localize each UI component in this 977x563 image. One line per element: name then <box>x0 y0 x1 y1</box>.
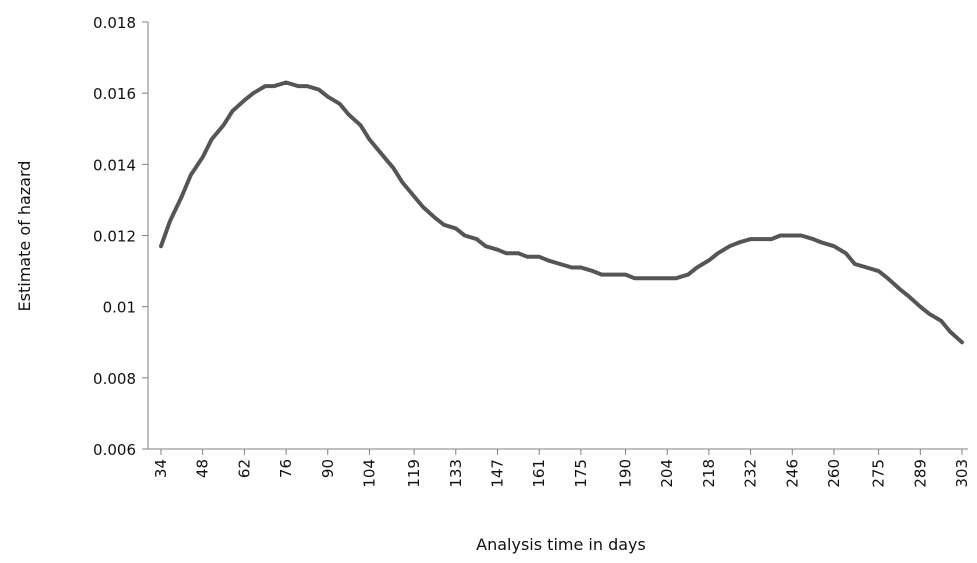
y-axis: 0.006 0.008 0.01 0.012 0.014 0.016 0.018 <box>93 14 149 459</box>
y-tick-label: 0.016 <box>93 85 136 103</box>
y-tick-label: 0.014 <box>93 156 136 174</box>
x-tick-label: 104 <box>360 459 378 488</box>
x-tick-label: 48 <box>194 459 212 478</box>
y-tick-label: 0.008 <box>93 370 136 388</box>
x-tick-label: 119 <box>405 459 423 488</box>
y-tick-label: 0.01 <box>103 299 136 317</box>
x-tick-label: 303 <box>953 459 971 488</box>
x-tick-label: 34 <box>152 459 170 478</box>
x-tick-label: 289 <box>911 459 929 488</box>
x-tick-label: 147 <box>488 459 506 488</box>
x-tick-label: 190 <box>617 459 635 488</box>
x-tick-label: 133 <box>447 459 465 488</box>
y-tick-label: 0.006 <box>93 441 136 459</box>
x-axis: 34 48 62 76 90 104 119 133 147 161 175 190 204 218 232… <box>148 448 971 488</box>
x-tick-label: 275 <box>870 459 888 488</box>
plot-area <box>159 80 964 345</box>
y-tick-label: 0.018 <box>93 14 136 32</box>
x-tick-label: 90 <box>319 459 337 478</box>
x-tick-label: 76 <box>277 459 295 478</box>
x-tick-label: 218 <box>700 459 718 488</box>
y-tick-label: 0.012 <box>93 228 136 246</box>
x-tick-label: 246 <box>783 459 801 488</box>
series-line-0 <box>159 80 964 345</box>
x-tick-label: 62 <box>235 459 253 478</box>
x-tick-label: 260 <box>825 459 843 488</box>
x-tick-label: 161 <box>530 459 548 488</box>
y-axis-label: Estimate of hazard <box>15 161 34 312</box>
x-tick-label: 175 <box>572 459 590 488</box>
x-tick-label: 204 <box>658 459 676 488</box>
x-tick-label: 232 <box>742 459 760 488</box>
x-axis-label: Analysis time in days <box>476 535 646 554</box>
